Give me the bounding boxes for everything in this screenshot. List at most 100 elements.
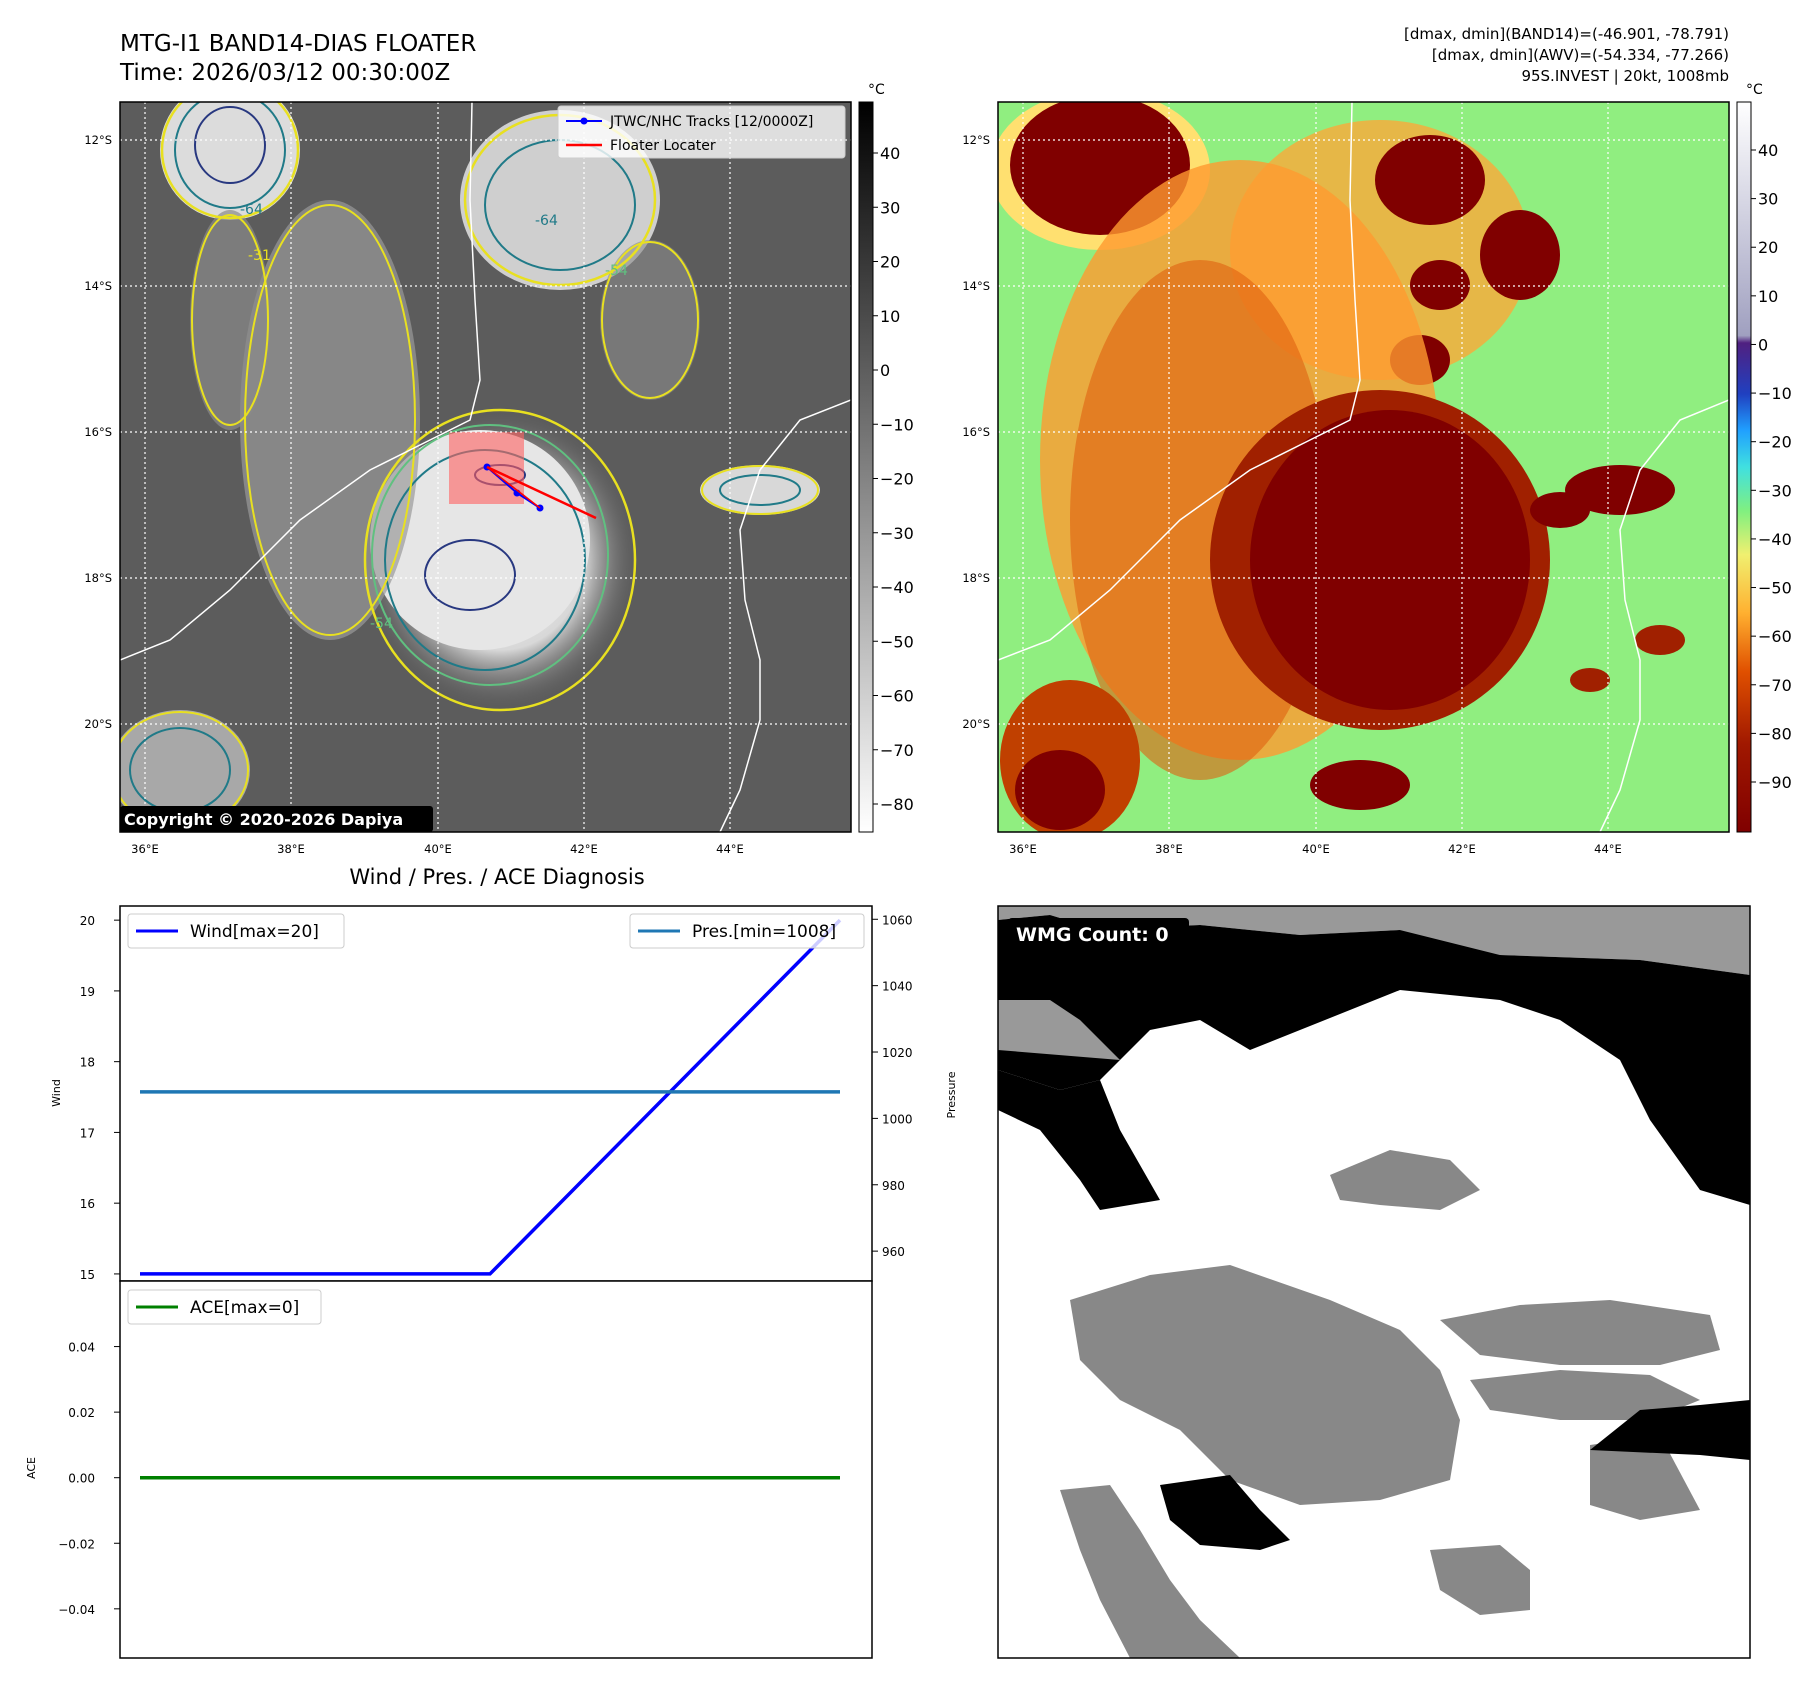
colorbar-tick-label: 30 — [1758, 190, 1778, 209]
lat-tick: 16°S — [84, 425, 112, 439]
ace-chart: 0.04 0.02 0.00 −0.02 −0.04 ACE ACE[max=0] — [25, 1280, 873, 1659]
lon-tick: 42°E — [570, 842, 598, 856]
legend-tracks-label: JTWC/NHC Tracks [12/0000Z] — [609, 114, 813, 130]
lon-tick: 36°E — [131, 842, 159, 856]
lat-tick: 20°S — [84, 717, 112, 731]
colorbar-tick-label: −80 — [1758, 724, 1792, 743]
colorbar-unit: °C — [1746, 82, 1763, 98]
wind-tick-label: 16 — [80, 1197, 95, 1211]
ace-tick-label: 0.02 — [68, 1406, 95, 1420]
contour-label: -64 — [240, 202, 263, 218]
wind-series-line — [140, 918, 842, 1276]
colorbar-tick-label: −90 — [1758, 773, 1792, 792]
info-storm: 95S.INVEST | 20kt, 1008mb — [1521, 67, 1729, 85]
map-legend: JTWC/NHC Tracks [12/0000Z] Floater Locat… — [557, 105, 846, 159]
ir-map-panel: -31 -54 -64 -64 -54 -31 12°S 14°S 16°S 1… — [84, 101, 852, 856]
colorbar-tick-label: −10 — [880, 415, 914, 434]
pressure-tick-label: 1000 — [882, 1112, 913, 1126]
ace-tick-label: 0.00 — [68, 1472, 95, 1486]
colorbar-tick-label: −40 — [880, 578, 914, 597]
pressure-tick-label: 1020 — [882, 1046, 913, 1060]
lat-tick: 14°S — [962, 279, 990, 293]
awv-map-panel: 12°S 14°S 16°S 18°S 20°S 36°E 38°E 40°E … — [962, 101, 1730, 856]
contour-label: -64 — [535, 213, 558, 229]
ace-axis-label: ACE — [25, 1457, 38, 1479]
wind-tick-label: 19 — [80, 985, 95, 999]
colorbar-tick-label: 40 — [880, 144, 900, 163]
wind-legend: Wind[max=20] — [127, 913, 345, 949]
wind-legend-label: Wind[max=20] — [190, 922, 319, 942]
ace-tick-label: −0.02 — [58, 1537, 95, 1551]
lon-tick: 38°E — [1155, 842, 1183, 856]
lat-tick: 18°S — [962, 571, 990, 585]
colorbar-unit: °C — [868, 82, 885, 98]
lon-tick: 44°E — [716, 842, 744, 856]
pressure-tick-label: 960 — [882, 1245, 905, 1259]
colorbar-tick-label: −40 — [1758, 530, 1792, 549]
lon-tick: 40°E — [424, 842, 452, 856]
wmg-count-label: WMG Count: 0 — [1016, 924, 1169, 946]
info-band14: [dmax, dmin](BAND14)=(-46.901, -78.791) — [1404, 25, 1729, 43]
lat-tick: 16°S — [962, 425, 990, 439]
copyright-label: Copyright © 2020-2026 Dapiya — [124, 810, 403, 829]
colorbar-tick-label: −30 — [1758, 481, 1792, 500]
colorbar-gray: °C 40 30 20 10 0 −10 −20 −30 −40 −50 −60 −70 −80 — [858, 82, 914, 833]
colorbar-tick-label: −60 — [1758, 627, 1792, 646]
pressure-legend-label: Pres.[min=1008] — [692, 922, 836, 942]
colorbar-tick-label: −80 — [880, 795, 914, 814]
contour-label: -54 — [605, 263, 628, 279]
wind-pressure-chart: 20 19 18 17 16 15 1060 1040 1020 1000 980 960 Wind… — [50, 905, 958, 1282]
ir-imagery — [120, 102, 851, 832]
ace-tick-label: −0.04 — [58, 1603, 95, 1617]
wind-axis-label: Wind — [50, 1079, 63, 1107]
colorbar-tick-label: 10 — [880, 307, 900, 326]
lat-tick: 14°S — [84, 279, 112, 293]
colorbar-awv: °C 40 30 20 10 0 −10 −20 −30 −40 −50 −60 −70 −80 −90 — [1736, 82, 1792, 833]
info-awv: [dmax, dmin](AWV)=(-54.334, -77.266) — [1432, 46, 1729, 64]
lat-tick: 20°S — [962, 717, 990, 731]
colorbar-tick-label: −50 — [1758, 579, 1792, 598]
colorbar-tick-label: 20 — [880, 253, 900, 272]
colorbar-tick-label: 30 — [880, 198, 900, 217]
colorbar-tick-label: 0 — [1758, 335, 1768, 354]
wind-tick-label: 20 — [80, 914, 95, 928]
colorbar-tick-label: −60 — [880, 687, 914, 706]
colorbar-tick-label: 40 — [1758, 141, 1778, 160]
colorbar-tick-label: −50 — [880, 632, 914, 651]
colorbar-tick-label: −20 — [880, 470, 914, 489]
lat-tick: 18°S — [84, 571, 112, 585]
colorbar-tick-label: −70 — [880, 741, 914, 760]
legend-locater-label: Floater Locater — [610, 138, 716, 154]
lon-tick: 38°E — [277, 842, 305, 856]
pressure-legend: Pres.[min=1008] — [629, 913, 865, 949]
pressure-tick-label: 980 — [882, 1179, 905, 1193]
colorbar-tick-label: 10 — [1758, 287, 1778, 306]
contour-label: -54 — [370, 616, 393, 632]
awv-imagery — [998, 102, 1729, 832]
figure-time: Time: 2026/03/12 00:30:00Z — [119, 60, 450, 86]
colorbar-tick-label: −20 — [1758, 433, 1792, 452]
lat-tick: 12°S — [84, 133, 112, 147]
ace-legend-label: ACE[max=0] — [190, 1298, 299, 1318]
colorbar-tick-label: 0 — [880, 361, 890, 380]
lon-tick: 36°E — [1009, 842, 1037, 856]
colorbar-tick-label: −70 — [1758, 676, 1792, 695]
lat-tick: 12°S — [962, 133, 990, 147]
ace-legend: ACE[max=0] — [127, 1289, 322, 1325]
wind-tick-label: 17 — [80, 1126, 95, 1140]
pressure-axis-label: Pressure — [945, 1071, 958, 1118]
colorbar-tick-label: 20 — [1758, 238, 1778, 257]
wind-tick-label: 18 — [80, 1056, 95, 1070]
colorbar-tick-label: −10 — [1758, 384, 1792, 403]
lon-tick: 40°E — [1302, 842, 1330, 856]
wmg-panel: WMG Count: 0 — [997, 905, 1751, 1659]
wmg-imagery — [998, 906, 1750, 1658]
contour-label: -31 — [248, 248, 271, 264]
figure-title: MTG-I1 BAND14-DIAS FLOATER — [120, 31, 476, 57]
pressure-tick-label: 1060 — [882, 913, 913, 927]
diagnosis-title: Wind / Pres. / ACE Diagnosis — [349, 865, 644, 889]
pressure-tick-label: 1040 — [882, 980, 913, 994]
ace-tick-label: 0.04 — [68, 1341, 95, 1355]
colorbar-tick-label: −30 — [880, 524, 914, 543]
